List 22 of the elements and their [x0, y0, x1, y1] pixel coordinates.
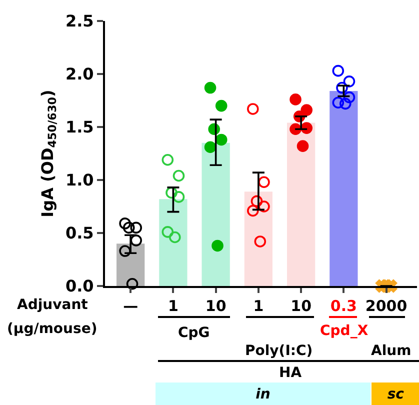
- x-tick-label: 10: [290, 297, 312, 315]
- x-tick-label: 1: [253, 297, 264, 315]
- x-tick-label: 1: [168, 297, 178, 315]
- text: in: [256, 386, 270, 402]
- y-tick-label: 0.0: [65, 276, 94, 296]
- y-tick-label: 2.5: [65, 12, 94, 31]
- x-tick-label: 0.3: [330, 297, 357, 315]
- y-tick-label: 2.0: [65, 64, 94, 84]
- text: Alum: [371, 343, 412, 359]
- x-tick-label: 2000: [365, 297, 408, 315]
- y-tick-label: 0.5: [65, 224, 94, 243]
- x-tick-label: —: [123, 297, 138, 315]
- text: sc: [387, 386, 405, 402]
- text: Poly(I:C): [245, 343, 313, 359]
- y-tick-label: 1.0: [65, 170, 94, 190]
- text: CpG: [178, 325, 210, 341]
- text: (µg/mouse): [7, 321, 98, 337]
- text: Cpd_X: [320, 323, 368, 339]
- x-tick-label: 10: [205, 297, 226, 315]
- text: Adjuvant: [17, 297, 88, 313]
- y-tick-label: 1.5: [65, 118, 94, 137]
- text: HA: [279, 365, 302, 381]
